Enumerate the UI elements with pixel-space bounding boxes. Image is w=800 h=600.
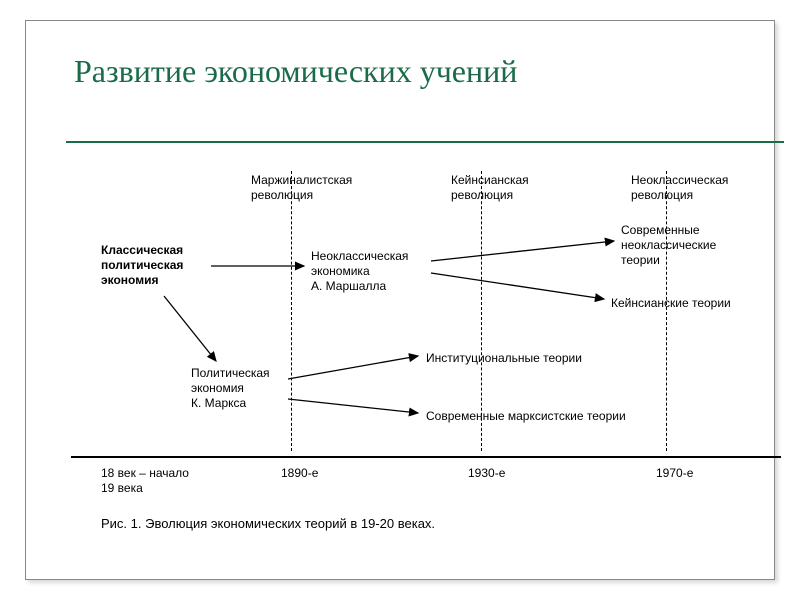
node-modern-neo: Современные неоклассические теории bbox=[621, 223, 716, 268]
dashed-line bbox=[291, 171, 292, 451]
title-underline bbox=[66, 141, 784, 143]
dashed-line bbox=[666, 171, 667, 451]
diagram-area: Маржиналистская революция Кейнсианская р… bbox=[56, 161, 796, 591]
timeline-axis bbox=[71, 456, 781, 458]
figure-caption: Рис. 1. Эволюция экономических теорий в … bbox=[101, 516, 435, 531]
node-institutional: Институциональные теории bbox=[426, 351, 582, 366]
timeline-label: 18 век – начало 19 века bbox=[101, 466, 189, 496]
timeline-label: 1890-е bbox=[281, 466, 318, 481]
page-title: Развитие экономических учений bbox=[74, 53, 517, 90]
timeline-label: 1930-е bbox=[468, 466, 505, 481]
slide-frame: Развитие экономических учений Маржиналис… bbox=[25, 20, 775, 580]
node-classical: Классическая политическая экономия bbox=[101, 243, 183, 288]
timeline-label: 1970-е bbox=[656, 466, 693, 481]
node-polit-marx: Политическая экономия К. Маркса bbox=[191, 366, 270, 411]
revolution-label: Неоклассическая революция bbox=[631, 173, 728, 203]
node-keynes: Кейнсианские теории bbox=[611, 296, 731, 311]
revolution-label: Маржиналистская революция bbox=[251, 173, 352, 203]
node-neoclassical: Неоклассическая экономика А. Маршалла bbox=[311, 249, 408, 294]
node-modern-marx: Современные марксистские теории bbox=[426, 409, 626, 424]
revolution-label: Кейнсианская революция bbox=[451, 173, 529, 203]
